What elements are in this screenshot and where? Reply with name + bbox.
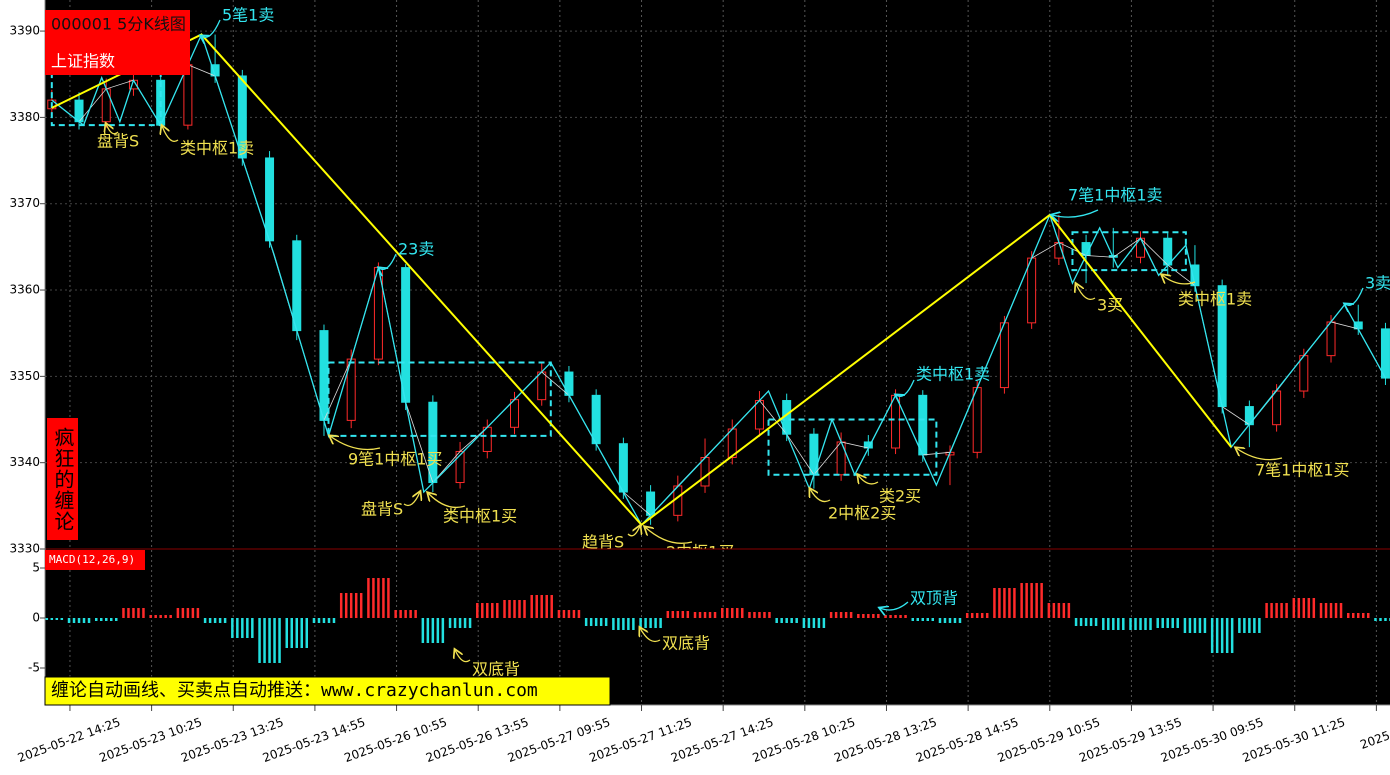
annotation-arrow — [880, 601, 909, 610]
candle-body — [401, 267, 411, 403]
annotation: 3买 — [1097, 296, 1123, 315]
annotation: 盘背S — [97, 132, 139, 151]
chart-title: 000001 5分K线图 — [51, 15, 186, 34]
candle-body — [1244, 406, 1254, 426]
candle-body — [319, 330, 329, 421]
candle-body — [292, 240, 302, 332]
annotation: 2中枢2买 — [828, 504, 896, 523]
annotation: 23卖 — [398, 240, 434, 259]
candle-body — [891, 394, 901, 449]
banner-text: 缠论自动画线、买卖点自动推送：www.crazychanlun.com — [51, 680, 538, 701]
annotation-arrow — [1236, 448, 1283, 461]
annotation-arrow — [428, 493, 466, 509]
candle-body — [809, 433, 819, 476]
candle-body — [754, 400, 764, 430]
y-tick-label: 3380 — [9, 110, 40, 124]
annotation: 2中枢1买 — [666, 543, 734, 562]
annotation: 类中枢1卖 — [180, 139, 254, 158]
y-tick-label: -5 — [28, 661, 40, 675]
candle-body — [455, 450, 465, 484]
annotation-arrow — [858, 475, 879, 485]
x-tick-label: 2025-05-30 — [1358, 715, 1390, 752]
annotation-arrow — [1076, 284, 1096, 301]
y-tick-label: 3340 — [9, 455, 40, 469]
annotation-arrow — [645, 527, 693, 544]
candle-body — [918, 394, 928, 456]
annotation-arrow — [1162, 275, 1196, 285]
annotation: 双底背 — [472, 660, 520, 679]
annotation: 类2买 — [879, 487, 921, 506]
y-tick-label: 3390 — [9, 24, 40, 38]
candle-body — [1299, 355, 1309, 392]
annotation: 双底背 — [662, 634, 710, 653]
annotation: 3卖 — [1365, 274, 1390, 293]
candle-body — [265, 157, 275, 242]
candle-body — [428, 401, 438, 484]
y-tick-label: 3330 — [9, 542, 40, 556]
candle-body — [564, 371, 574, 396]
overlays: 000001 5分K线图 上证指数 MACD(12,26,9) 缠论自动画线、买… — [44, 10, 611, 706]
annotation-arrow — [201, 19, 221, 37]
annotation: 5笔1卖 — [222, 6, 274, 25]
annotation-arrow — [810, 489, 831, 503]
annotation: 7笔1中枢1买 — [1255, 461, 1350, 480]
pivot-box — [327, 361, 552, 437]
annotation-arrow — [403, 492, 420, 507]
candle-body — [510, 399, 520, 428]
candle-body — [591, 394, 601, 445]
annotation-arrow — [330, 436, 381, 451]
candle-body — [1326, 321, 1336, 357]
annotation-arrow — [627, 526, 640, 537]
y-tick-label: 5 — [32, 561, 40, 575]
candle-body — [1027, 257, 1037, 324]
candle-body — [537, 371, 547, 401]
annotation: 7笔1中枢1卖 — [1068, 186, 1163, 205]
side-label: 疯狂的缠论 — [47, 418, 78, 540]
y-tick-label: 3360 — [9, 283, 40, 297]
y-tick-label: 3350 — [9, 369, 40, 383]
annotation-arrow — [1345, 287, 1364, 305]
candle-body — [999, 322, 1009, 389]
header-box — [45, 10, 190, 75]
annotation-arrow — [162, 126, 179, 143]
macd-title: MACD(12,26,9) — [49, 553, 135, 566]
annotation: 双顶背 — [910, 589, 958, 608]
annotation-arrow — [379, 253, 397, 269]
candle-body — [972, 387, 982, 453]
annotation-arrow — [896, 379, 915, 396]
candle-body — [1380, 328, 1390, 379]
annotation-arrow — [106, 124, 119, 135]
annotation: 类中枢1卖 — [1178, 290, 1252, 309]
candle-body — [618, 443, 628, 493]
candle-body — [1163, 237, 1173, 266]
banner-box — [44, 676, 611, 706]
annotation: 盘背S — [361, 500, 403, 519]
y-tick-label: 3370 — [9, 196, 40, 210]
chart-subtitle: 上证指数 — [51, 52, 115, 71]
annotation-arrow — [1052, 209, 1099, 217]
macd-label-box — [45, 550, 145, 570]
annotation: 9笔1中枢1买 — [348, 450, 443, 469]
annotation: 趋背S — [582, 533, 624, 552]
annotation: 类中枢1买 — [443, 507, 517, 526]
pivot-box — [767, 418, 938, 476]
candle-body — [1272, 390, 1282, 426]
annotation-arrow — [640, 628, 661, 643]
y-tick-label: 0 — [32, 611, 40, 625]
pivot-box — [1071, 231, 1187, 272]
annotation-arrow — [455, 650, 471, 663]
annotation: 类中枢1卖 — [916, 365, 990, 384]
